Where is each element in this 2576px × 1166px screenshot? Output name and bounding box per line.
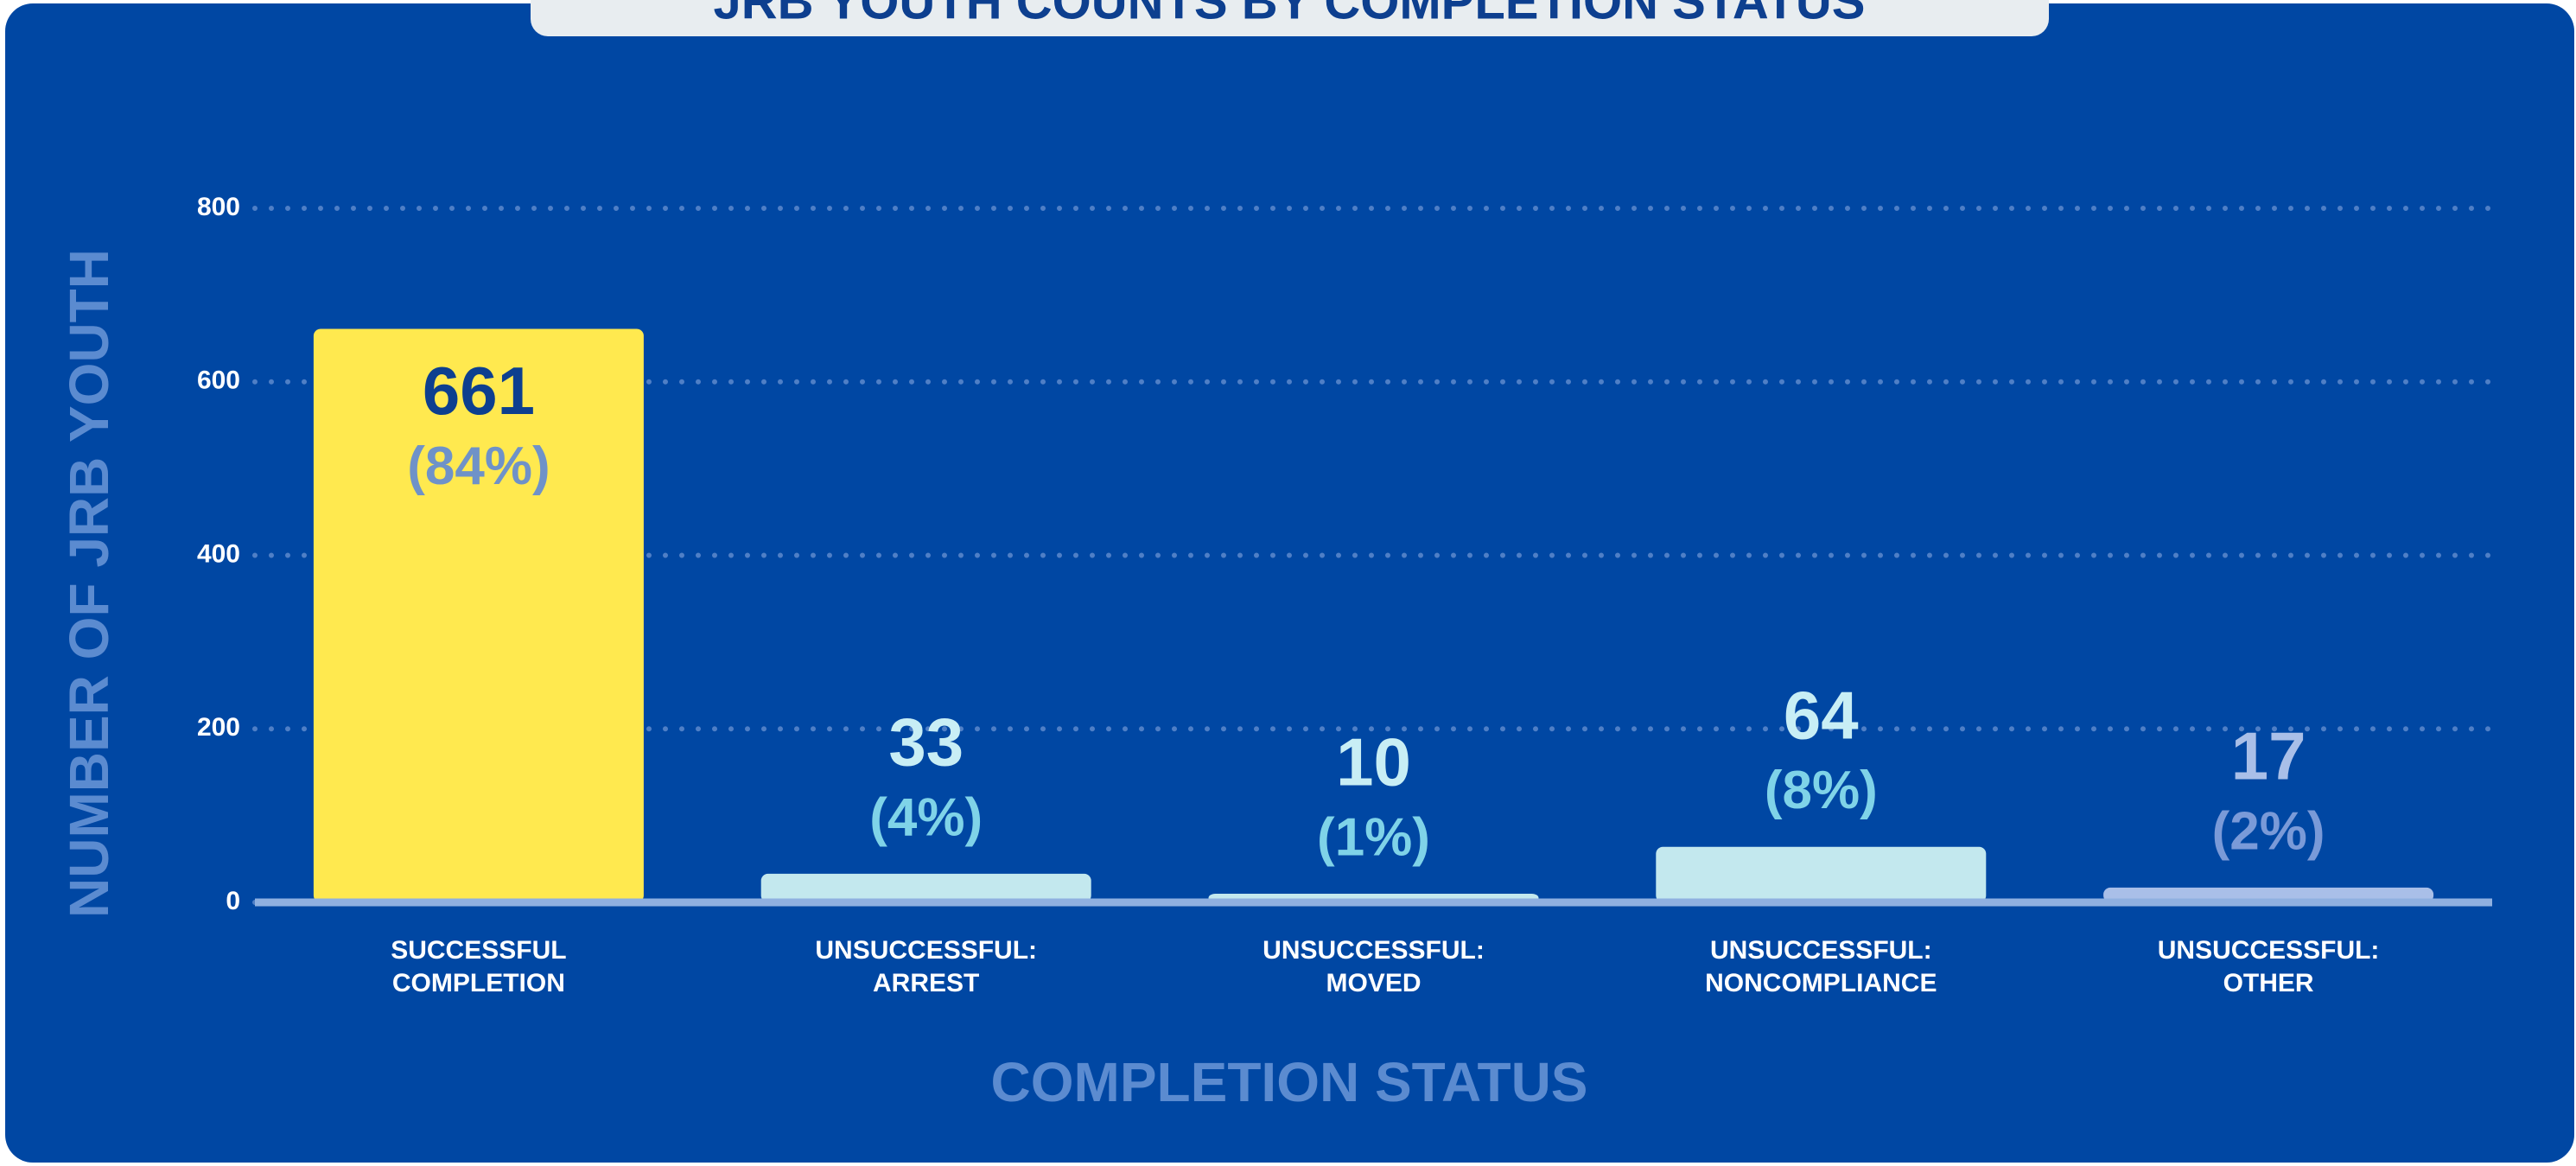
percentage-label: (1%) — [1317, 807, 1430, 867]
value-label: 33 — [888, 704, 964, 780]
value-label: 64 — [1784, 677, 1859, 753]
x-tick-label: UNSUCCESSFUL: OTHER — [2158, 936, 2380, 997]
title-box — [531, 0, 2049, 36]
bar — [760, 873, 1091, 902]
value-label: 17 — [2231, 718, 2306, 794]
x-tick-label: UNSUCCESSFUL: MOVED — [1263, 936, 1485, 997]
value-label: 661 — [423, 353, 535, 429]
y-tick-label: 600 — [197, 366, 240, 395]
y-tick-label: 200 — [197, 713, 240, 742]
y-tick-label: 0 — [226, 887, 240, 915]
x-tick-label: UNSUCCESSFUL: ARREST — [815, 936, 1037, 997]
percentage-label: (84%) — [407, 436, 550, 496]
y-axis-title: NUMBER OF JRB YOUTH — [58, 249, 120, 918]
percentage-label: (2%) — [2212, 801, 2325, 861]
x-tick-label: SUCCESSFUL COMPLETION — [391, 936, 566, 997]
x-axis-title: COMPLETION STATUS — [991, 1051, 1588, 1113]
value-label: 10 — [1336, 724, 1411, 800]
percentage-label: (4%) — [869, 787, 983, 847]
percentage-label: (8%) — [1765, 761, 1878, 820]
bar — [313, 328, 644, 902]
bar — [1656, 846, 1987, 902]
chart-title: JRB YOUTH COUNTS BY COMPLETION STATUS — [713, 0, 1865, 29]
y-tick-label: 400 — [197, 539, 240, 568]
x-tick-label: UNSUCCESSFUL: NONCOMPLIANCE — [1705, 936, 1937, 997]
y-tick-label: 800 — [197, 193, 240, 221]
